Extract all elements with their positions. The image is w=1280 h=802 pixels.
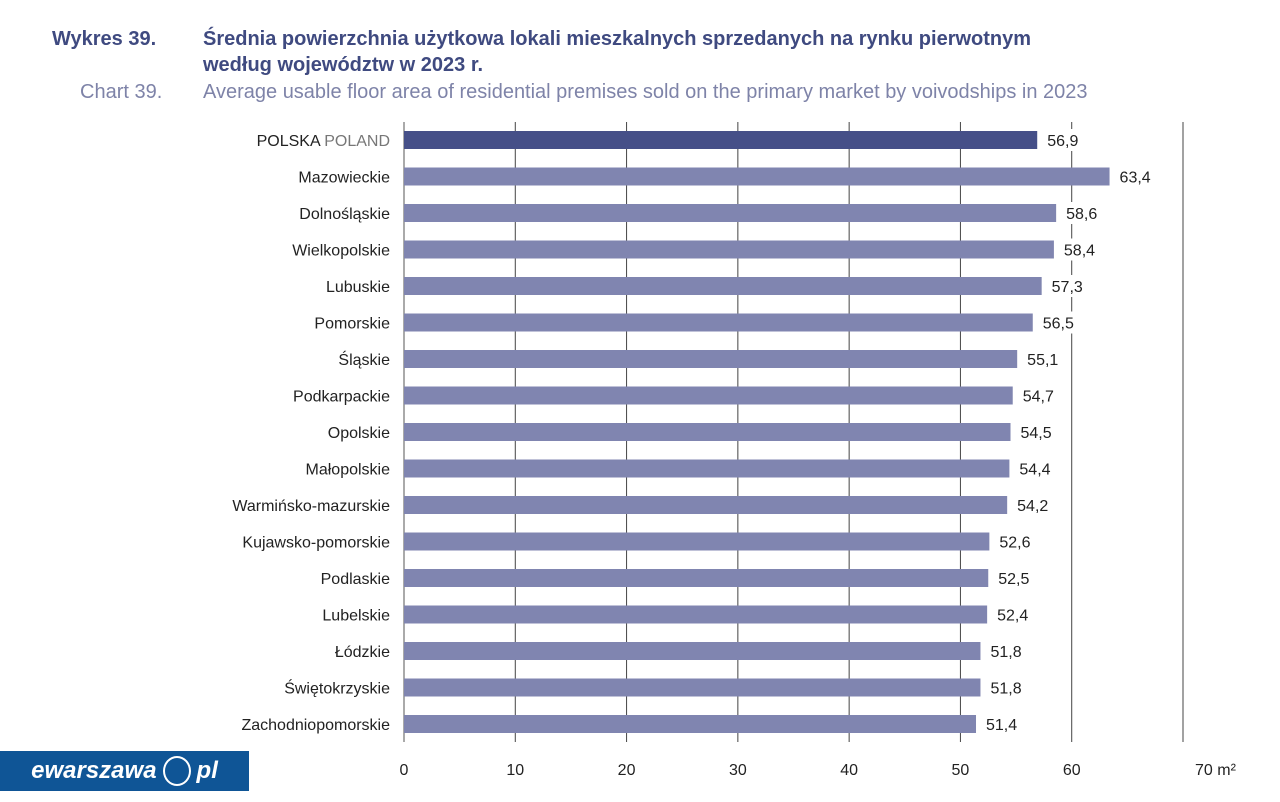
bar (404, 605, 988, 624)
chart-label-pl: Wykres 39. (52, 28, 157, 50)
value-label-bg (1043, 129, 1090, 151)
bar (404, 277, 1042, 295)
bar (404, 167, 1110, 186)
bar (404, 423, 1011, 441)
x-tick-label: 10 (506, 762, 524, 779)
value-label: 54,4 (1019, 462, 1050, 479)
value-label: 63,4 (1120, 170, 1151, 187)
value-label: 52,4 (997, 608, 1028, 625)
value-label: 52,5 (998, 571, 1029, 588)
value-label: 56,5 (1043, 316, 1074, 333)
value-label: 58,4 (1064, 243, 1095, 260)
x-tick-label: 50 (952, 762, 970, 779)
value-label: 57,3 (1052, 279, 1083, 296)
bar (404, 569, 989, 587)
logo-text-right: pl (196, 757, 218, 784)
value-label-bg (986, 640, 1033, 662)
x-tick-label: 0 (400, 762, 409, 779)
value-label: 51,8 (990, 681, 1021, 698)
bar (404, 715, 977, 733)
value-label-bg (1115, 165, 1162, 188)
value-label-bg (982, 713, 1029, 735)
category-label: Lubuskie (326, 279, 390, 296)
chart-title-pl-line1: Średnia powierzchnia użytkowa lokali mie… (203, 28, 1032, 50)
value-label-bg (1038, 311, 1085, 334)
category-label: Świętokrzyskie (284, 679, 390, 698)
value-label-bg (1013, 494, 1060, 516)
bar (404, 496, 1008, 514)
value-label: 58,6 (1066, 206, 1097, 223)
category-label: Mazowieckie (298, 170, 390, 187)
value-label: 54,7 (1023, 389, 1054, 406)
category-label: Warmińsko-mazurskie (232, 498, 390, 515)
category-label: Opolskie (328, 425, 390, 442)
value-label-bg (994, 567, 1041, 589)
value-label: 55,1 (1027, 352, 1058, 369)
category-label: Zachodniopomorskie (241, 717, 390, 734)
value-label: 54,5 (1021, 425, 1052, 442)
value-label-bg (1062, 202, 1109, 224)
chart-title-pl-line2: według województw w 2023 r. (203, 54, 484, 76)
value-label-bg (1016, 421, 1063, 443)
value-label-bg (995, 530, 1042, 553)
x-tick-label: 70 m² (1195, 762, 1237, 779)
value-label: 56,9 (1047, 133, 1078, 150)
bar (404, 642, 981, 660)
category-label: Dolnośląskie (299, 206, 390, 223)
value-label-bg (993, 603, 1040, 626)
value-label-bg (986, 676, 1033, 699)
category-label: Małopolskie (306, 462, 391, 479)
bar (404, 350, 1018, 368)
x-tick-label: 30 (729, 762, 747, 779)
bar (404, 532, 990, 551)
value-label: 54,2 (1017, 498, 1048, 515)
bar (404, 240, 1054, 259)
logo-text-left: ewarszawa (31, 757, 157, 784)
bar (404, 678, 981, 697)
category-label: Łódzkie (335, 644, 390, 661)
category-label-en: POLAND (320, 133, 390, 150)
bar (404, 131, 1038, 149)
value-label-bg (1059, 238, 1106, 261)
category-label: Kujawsko-pomorskie (242, 535, 390, 552)
value-label-bg (1023, 348, 1070, 370)
value-label: 52,6 (999, 535, 1030, 552)
value-label-bg (1018, 384, 1065, 407)
category-label: Pomorskie (314, 316, 390, 333)
logo-mermaid-icon (162, 756, 191, 786)
value-label-bg (1047, 275, 1094, 297)
value-label-bg (1015, 457, 1062, 480)
x-tick-label: 20 (618, 762, 636, 779)
bar (404, 313, 1033, 332)
x-tick-label: 40 (840, 762, 858, 779)
bar (404, 459, 1010, 478)
category-label: Wielkopolskie (292, 243, 390, 260)
x-tick-label: 60 (1063, 762, 1081, 779)
category-label: Podkarpackie (293, 389, 390, 406)
ewarszawa-logo: ewarszawa pl (0, 751, 249, 791)
category-label: Śląskie (338, 350, 390, 369)
value-label: 51,4 (986, 717, 1017, 734)
chart-label-en: Chart 39. (80, 81, 163, 103)
category-label: Podlaskie (321, 571, 390, 588)
chart-title-en: Average usable floor area of residential… (203, 81, 1088, 103)
category-label: POLSKA POLAND (257, 133, 390, 150)
bar (404, 386, 1013, 405)
category-label: Lubelskie (322, 608, 390, 625)
value-label: 51,8 (990, 644, 1021, 661)
bar (404, 204, 1057, 222)
